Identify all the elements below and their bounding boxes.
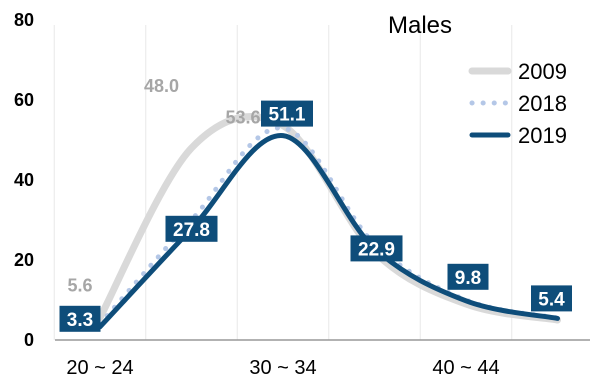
x-tick-label: 40 ~ 44 bbox=[432, 357, 499, 379]
data-label-text: 9.8 bbox=[455, 268, 481, 289]
vertical-grid bbox=[53, 25, 513, 340]
y-tick-label: 40 bbox=[14, 170, 34, 190]
data-label-box bbox=[261, 100, 313, 127]
y-tick-label: 20 bbox=[14, 250, 34, 270]
data-label-2019: 51.1 bbox=[261, 100, 313, 127]
data-label-text: 5.4 bbox=[538, 289, 565, 310]
data-labels: 5.6 48.0 53.6 3.3 27.8 51.1 22.9 9.8 5.4 bbox=[59, 76, 572, 332]
data-label-text: 51.1 bbox=[269, 105, 306, 126]
y-axis-ticks: 0 20 40 60 80 bbox=[14, 10, 34, 350]
data-label-text: 3.3 bbox=[67, 310, 93, 331]
data-label-2019: 27.8 bbox=[165, 215, 218, 242]
data-label-2019: 3.3 bbox=[59, 305, 101, 332]
data-label-box bbox=[350, 235, 403, 262]
legend-label-2019: 2019 bbox=[518, 123, 567, 148]
y-tick-label: 0 bbox=[24, 330, 34, 350]
data-label-box bbox=[531, 285, 572, 312]
data-label-text: 27.8 bbox=[173, 220, 210, 241]
x-tick-label: 30 ~ 34 bbox=[249, 357, 316, 379]
data-label-2009: 5.6 bbox=[67, 276, 92, 296]
data-label-text: 22.9 bbox=[358, 239, 395, 260]
legend: 2009 2018 2019 bbox=[468, 59, 567, 148]
chart-title: Males bbox=[388, 12, 452, 39]
x-axis-ticks: 20 ~ 24 30 ~ 34 40 ~ 44 bbox=[66, 357, 499, 379]
data-label-2009: 53.6 bbox=[225, 108, 260, 128]
data-label-2019: 9.8 bbox=[447, 263, 489, 290]
legend-label-2009: 2009 bbox=[518, 59, 567, 84]
data-label-2019: 22.9 bbox=[350, 235, 403, 262]
y-tick-label: 60 bbox=[14, 90, 34, 110]
x-tick-label: 20 ~ 24 bbox=[66, 357, 133, 379]
data-label-box bbox=[447, 263, 489, 290]
legend-label-2018: 2018 bbox=[518, 91, 567, 116]
data-label-2009: 48.0 bbox=[144, 76, 179, 96]
y-tick-label: 80 bbox=[14, 10, 34, 30]
data-label-2019: 5.4 bbox=[531, 285, 572, 312]
data-label-box bbox=[165, 215, 218, 242]
data-label-box bbox=[59, 305, 101, 332]
